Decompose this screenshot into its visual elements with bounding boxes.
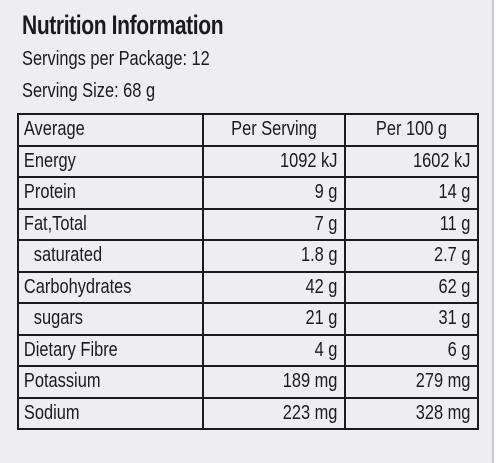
nutrient-label-cell: Potassium xyxy=(17,365,204,399)
nutrient-label-cell: Energy xyxy=(17,144,204,178)
per-serving-value-cell: 1.8 g xyxy=(202,239,346,273)
per-100g-value-cell: 1602 kJ xyxy=(344,144,479,178)
nutrient-label-cell: sugars xyxy=(17,302,204,336)
per-serving-value-cell: 223 mg xyxy=(202,396,346,430)
nutrient-label-cell: Sodium xyxy=(17,396,204,430)
per-serving-value: 21 g xyxy=(305,307,338,330)
per-serving-value-cell: 7 g xyxy=(202,207,346,241)
nutrition-table: Average Per Serving Per 100 g Energy 1092… xyxy=(17,113,479,430)
nutrient-label: Dietary Fibre xyxy=(23,338,118,361)
table-row: saturated 1.8 g 2.7 g xyxy=(17,239,479,273)
per-100g-value: 1602 kJ xyxy=(412,149,471,172)
table-row: Sodium 223 mg 328 mg xyxy=(17,396,479,430)
per-serving-value-cell: 42 g xyxy=(202,270,346,304)
nutrient-label-cell: Carbohydrates xyxy=(17,270,204,304)
per-serving-value-cell: 9 g xyxy=(202,176,346,210)
nutrient-label: Sodium xyxy=(23,401,80,424)
header-per-serving-text: Per Serving xyxy=(231,118,317,141)
right-edge xyxy=(494,0,500,463)
per-100g-value-cell: 62 g xyxy=(344,270,479,304)
per-100g-value: 62 g xyxy=(438,275,471,298)
table-row: Carbohydrates 42 g 62 g xyxy=(17,270,479,304)
table-row: Fat,Total 7 g 11 g xyxy=(17,207,479,241)
header-per-100g-text: Per 100 g xyxy=(375,118,448,141)
per-100g-value: 11 g xyxy=(439,212,471,235)
per-serving-value-cell: 189 mg xyxy=(202,365,346,399)
nutrient-label-cell: Protein xyxy=(17,176,204,210)
per-100g-value: 2.7 g xyxy=(433,244,471,267)
per-100g-value-cell: 6 g xyxy=(344,333,479,367)
per-serving-value: 1.8 g xyxy=(300,244,338,267)
per-100g-value-cell: 14 g xyxy=(344,176,479,210)
per-serving-value: 1092 kJ xyxy=(279,149,338,172)
header-average: Average xyxy=(17,113,204,147)
nutrient-label-cell: Fat,Total xyxy=(17,207,204,241)
header-per-serving: Per Serving xyxy=(202,113,346,147)
servings-per-package: Servings per Package: 12 xyxy=(22,48,210,70)
per-100g-value-cell: 2.7 g xyxy=(344,239,479,273)
table-row: Dietary Fibre 4 g 6 g xyxy=(17,333,479,367)
panel-title: Nutrition Information xyxy=(22,10,224,40)
nutrient-label: Fat,Total xyxy=(23,212,87,235)
per-serving-value: 189 mg xyxy=(282,370,338,393)
nutrient-label: saturated xyxy=(33,244,103,267)
nutrient-label: Protein xyxy=(23,181,76,204)
per-100g-value: 6 g xyxy=(447,338,471,361)
per-serving-value: 4 g xyxy=(314,338,338,361)
table-row: sugars 21 g 31 g xyxy=(17,302,479,336)
per-serving-value: 42 g xyxy=(305,275,338,298)
header-per-100g: Per 100 g xyxy=(344,113,479,147)
header-average-text: Average xyxy=(23,118,85,141)
per-serving-value: 223 mg xyxy=(282,401,338,424)
table-row: Energy 1092 kJ 1602 kJ xyxy=(17,144,479,178)
per-100g-value-cell: 328 mg xyxy=(344,396,479,430)
nutrient-label: sugars xyxy=(33,307,83,330)
per-100g-value-cell: 31 g xyxy=(344,302,479,336)
table-row: Potassium 189 mg 279 mg xyxy=(17,365,479,399)
nutrient-label: Potassium xyxy=(23,370,101,393)
per-serving-value-cell: 4 g xyxy=(202,333,346,367)
per-100g-value: 328 mg xyxy=(415,401,471,424)
nutrient-label-cell: saturated xyxy=(17,239,204,273)
nutrient-label: Energy xyxy=(23,149,76,172)
per-100g-value-cell: 11 g xyxy=(344,207,479,241)
per-100g-value: 279 mg xyxy=(415,370,471,393)
per-serving-value: 9 g xyxy=(314,181,338,204)
serving-size: Serving Size: 68 g xyxy=(22,80,156,102)
per-serving-value-cell: 21 g xyxy=(202,302,346,336)
nutrient-label: Carbohydrates xyxy=(23,275,132,298)
table-header-row: Average Per Serving Per 100 g xyxy=(17,113,479,147)
per-100g-value: 14 g xyxy=(438,181,471,204)
per-serving-value-cell: 1092 kJ xyxy=(202,144,346,178)
nutrient-label-cell: Dietary Fibre xyxy=(17,333,204,367)
per-100g-value: 31 g xyxy=(438,307,471,330)
per-100g-value-cell: 279 mg xyxy=(344,365,479,399)
table-row: Protein 9 g 14 g xyxy=(17,176,479,210)
per-serving-value: 7 g xyxy=(314,212,338,235)
